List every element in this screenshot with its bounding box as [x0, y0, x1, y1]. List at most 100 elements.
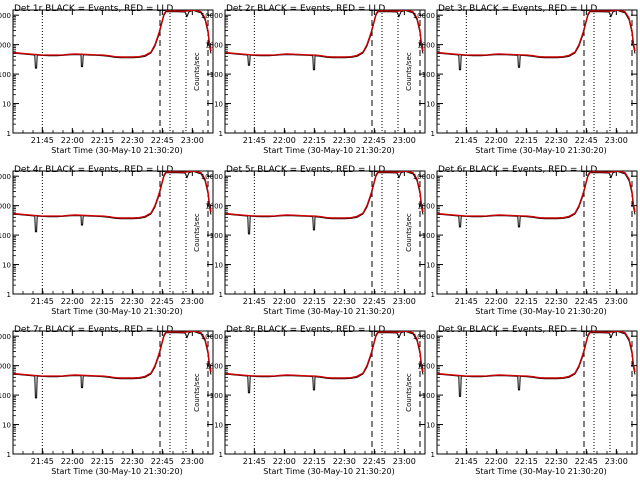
x-tick-label: 21:45 [455, 457, 478, 466]
y-tick-label: 100 [210, 71, 223, 79]
x-axis-label: Start Time (30-May-10 21:30:20) [51, 146, 182, 155]
x-tick-label: 22:15 [303, 457, 326, 466]
y-tick-label: 10 [2, 422, 11, 430]
y-tick-label: 10 [214, 262, 223, 270]
panel-title: Det 2r BLACK = Events, RED = LLD [226, 4, 385, 14]
x-tick-label: 21:45 [455, 136, 478, 145]
y-tick-label: 1000 [0, 42, 11, 50]
y-axis-label: Counts/sec [193, 373, 201, 412]
y-tick-label: 1000 [417, 363, 435, 371]
x-tick-label: 23:00 [181, 136, 204, 145]
x-axis-label: Start Time (30-May-10 21:30:20) [51, 307, 182, 316]
y-tick-label: 10 [2, 101, 11, 109]
y-tick-label: 10000 [201, 173, 223, 181]
x-tick-label: 23:00 [181, 297, 204, 306]
y-tick-label: 10000 [0, 12, 11, 20]
x-tick-label: 23:00 [181, 457, 204, 466]
y-tick-label: 1000 [0, 363, 11, 371]
panel-det-7r: Det 7r BLACK = Events, RED = LLD 1 10 100 10… [0, 325, 214, 476]
panel-title: Det 7r BLACK = Events, RED = LLD [14, 325, 173, 335]
x-tick-label: 22:45 [151, 136, 174, 145]
plot-curves [225, 10, 424, 71]
y-tick-label: 1 [219, 291, 223, 299]
y-tick-label: 10 [2, 262, 11, 270]
panel-title: Det 8r BLACK = Events, RED = LLD [226, 325, 385, 335]
y-tick-label: 10000 [0, 173, 11, 181]
x-tick-label: 21:45 [31, 297, 54, 306]
x-tick-label: 22:00 [485, 297, 508, 306]
plot-frame [12, 9, 214, 134]
panel-title: Det 4r BLACK = Events, RED = LLD [14, 165, 173, 175]
x-axis-label: Start Time (30-May-10 21:30:20) [51, 467, 182, 476]
plot-frame [436, 9, 638, 134]
x-axis-label: Start Time (30-May-10 21:30:20) [475, 146, 606, 155]
x-tick-label: 22:45 [363, 457, 386, 466]
y-tick-label: 1 [431, 451, 435, 459]
x-tick-label: 22:00 [61, 136, 84, 145]
x-tick-label: 22:30 [333, 457, 356, 466]
y-tick-label: 1 [219, 451, 223, 459]
panel-title: Det 1r BLACK = Events, RED = LLD [14, 4, 173, 14]
x-tick-label: 23:00 [393, 297, 416, 306]
series-lld [225, 331, 424, 379]
x-tick-label: 22:30 [121, 297, 144, 306]
y-tick-label: 1000 [417, 42, 435, 50]
x-axis-label: Start Time (30-May-10 21:30:20) [263, 307, 394, 316]
y-tick-label: 1000 [417, 203, 435, 211]
x-tick-label: 22:45 [151, 457, 174, 466]
x-tick-label: 22:30 [545, 457, 568, 466]
y-tick-label: 10000 [413, 173, 435, 181]
y-tick-label: 10 [426, 101, 435, 109]
series-lld [437, 10, 636, 58]
plot-frame [436, 330, 638, 455]
y-tick-label: 10000 [413, 333, 435, 341]
y-tick-label: 100 [422, 71, 435, 79]
y-tick-label: 1000 [205, 363, 223, 371]
x-tick-label: 22:00 [273, 136, 296, 145]
x-tick-label: 23:00 [605, 457, 628, 466]
x-tick-label: 21:45 [31, 136, 54, 145]
x-tick-label: 21:45 [243, 457, 266, 466]
panel-det-9r: Det 9r BLACK = Events, RED = LLD 1 10 100 10… [405, 325, 638, 476]
plot-frame [12, 330, 214, 455]
y-tick-label: 10000 [201, 333, 223, 341]
panel-det-1r: Det 1r BLACK = Events, RED = LLD 1 10 100 10… [0, 4, 214, 155]
x-tick-label: 22:15 [515, 297, 538, 306]
series-events [437, 171, 636, 228]
x-tick-label: 22:45 [151, 297, 174, 306]
panel-det-3r: Det 3r BLACK = Events, RED = LLD 1 10 100 10… [405, 4, 638, 155]
panel-det-5r: Det 5r BLACK = Events, RED = LLD 1 10 100 10… [193, 165, 426, 316]
y-tick-label: 1 [7, 451, 11, 459]
plot-curves [13, 331, 212, 399]
x-tick-label: 22:30 [121, 457, 144, 466]
x-tick-label: 22:30 [545, 136, 568, 145]
plot-curves [13, 171, 212, 233]
y-tick-label: 10 [426, 262, 435, 270]
panel-det-4r: Det 4r BLACK = Events, RED = LLD 1 10 100 10… [0, 165, 214, 316]
y-tick-label: 1 [7, 291, 11, 299]
y-tick-label: 1 [7, 130, 11, 138]
x-axis-label: Start Time (30-May-10 21:30:20) [475, 467, 606, 476]
x-axis-label: Start Time (30-May-10 21:30:20) [263, 146, 394, 155]
y-tick-label: 10000 [413, 12, 435, 20]
x-tick-label: 22:15 [515, 136, 538, 145]
y-tick-label: 1 [219, 130, 223, 138]
y-tick-label: 10000 [0, 333, 11, 341]
plot-frame [12, 170, 214, 295]
panel-title: Det 9r BLACK = Events, RED = LLD [438, 325, 597, 335]
x-tick-label: 23:00 [393, 457, 416, 466]
x-tick-label: 22:45 [575, 136, 598, 145]
panel-title: Det 5r BLACK = Events, RED = LLD [226, 165, 385, 175]
series-lld [13, 10, 212, 58]
series-lld [437, 331, 636, 379]
series-lld [13, 331, 212, 379]
y-tick-label: 100 [210, 232, 223, 240]
x-tick-label: 22:00 [273, 457, 296, 466]
x-tick-label: 22:45 [575, 297, 598, 306]
plot-curves [437, 10, 636, 71]
plot-curves [225, 171, 424, 235]
x-tick-label: 22:30 [121, 136, 144, 145]
series-lld [225, 171, 424, 219]
plot-frame [224, 330, 426, 455]
